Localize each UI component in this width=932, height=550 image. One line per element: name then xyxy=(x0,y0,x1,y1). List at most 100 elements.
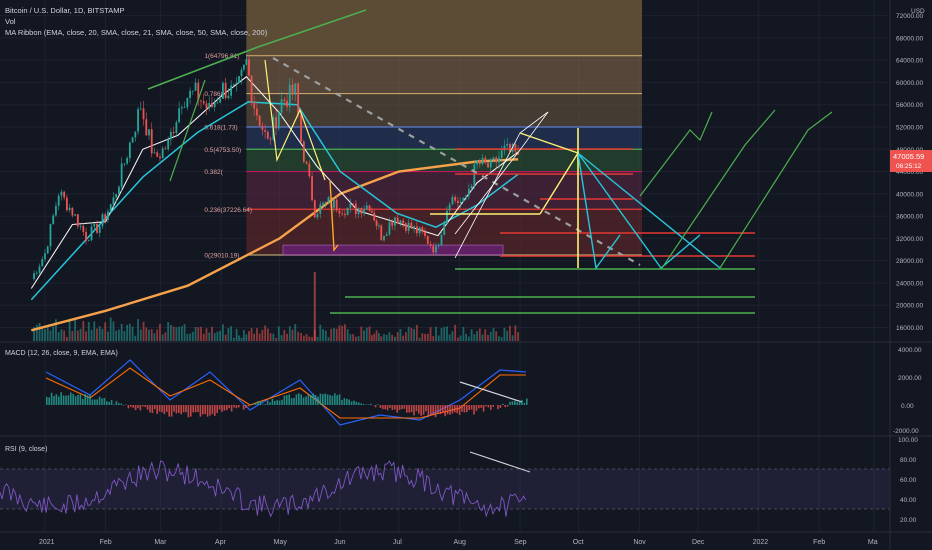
candle-body xyxy=(150,129,153,154)
time-tick: Feb xyxy=(813,539,825,546)
candle-body xyxy=(98,226,101,233)
macd-histogram-bar xyxy=(348,399,350,405)
volume-bar xyxy=(65,337,68,341)
volume-bar xyxy=(360,326,363,341)
macd-histogram-bar xyxy=(202,405,204,415)
macd-histogram-bar xyxy=(485,405,487,407)
candle-body xyxy=(391,222,394,226)
time-axis[interactable]: 2021 Feb Mar Apr May Jun Jul Aug Sep Oct Nov Dec 202… xyxy=(39,539,878,546)
time-tick: Apr xyxy=(215,539,227,546)
macd-histogram-bar xyxy=(326,394,329,405)
volume-bar xyxy=(117,329,120,341)
rsi-band xyxy=(0,469,890,509)
candle-body xyxy=(396,217,399,224)
volume-bar xyxy=(424,333,426,341)
projection-path xyxy=(577,152,721,269)
candle-body xyxy=(462,197,465,202)
macd-divergence-line xyxy=(459,381,523,403)
macd-histogram-bar xyxy=(480,405,482,408)
volume-bar xyxy=(123,330,126,341)
macd-histogram-bar xyxy=(478,405,480,409)
volume-bar xyxy=(112,321,115,341)
volume-bar xyxy=(437,335,440,341)
volume-bar xyxy=(68,321,71,341)
volume-bar xyxy=(375,330,378,341)
macd-histogram-bar xyxy=(523,402,526,405)
macd-histogram-bar xyxy=(358,402,360,405)
price-axis[interactable]: 72000.00 68000.00 64000.00 60000.00 56000.00… xyxy=(896,13,923,332)
candle-body xyxy=(211,103,213,107)
volume-bar xyxy=(354,336,357,341)
candle-body xyxy=(232,84,235,86)
macd-histogram-bar xyxy=(130,405,132,407)
macd-histogram-bar xyxy=(451,405,454,414)
volume-bar xyxy=(96,328,98,341)
symbol-title: Bitcoin / U.S. Dollar, 1D, BITSTAMP xyxy=(5,6,124,15)
macd-histogram-bar xyxy=(350,401,353,405)
macd-histogram-bar xyxy=(314,395,317,405)
volume-bar xyxy=(178,326,181,341)
volume-bar xyxy=(506,330,509,341)
sma200-line xyxy=(30,158,519,332)
volume-bar xyxy=(139,329,142,341)
volume-bar xyxy=(79,328,82,341)
macd-histogram-bar xyxy=(473,405,475,415)
candle-body xyxy=(71,207,74,216)
macd-histogram-bar xyxy=(180,405,182,415)
volume-bar xyxy=(484,329,487,341)
macd-histogram-bar xyxy=(396,405,398,413)
volume-bar xyxy=(76,330,79,341)
macd-histogram-bar xyxy=(427,405,430,418)
candle-body xyxy=(142,108,145,120)
volume-bar xyxy=(316,336,319,341)
macd-histogram-bar xyxy=(456,405,458,414)
macd-histogram-bar xyxy=(127,405,130,409)
volume-bar xyxy=(363,330,365,341)
candle-body xyxy=(333,199,335,208)
candle-body xyxy=(266,131,269,139)
volume-bar xyxy=(357,336,360,341)
price-tick: 68000.00 xyxy=(896,35,923,42)
candle-body xyxy=(316,213,319,218)
candle-body xyxy=(283,99,286,101)
fib-zone xyxy=(246,149,643,172)
candle-body xyxy=(178,108,181,123)
rsi-divergence-line xyxy=(469,451,531,473)
candle-body xyxy=(291,84,294,95)
candle-body xyxy=(424,231,426,236)
candle-body xyxy=(256,108,258,116)
macd-histogram-bar xyxy=(190,405,192,417)
volume-bar xyxy=(93,321,96,341)
volume-bar xyxy=(413,329,416,341)
candle-body xyxy=(451,196,454,205)
macd-histogram-bar xyxy=(413,405,415,416)
price-candles xyxy=(33,53,520,281)
candle-body xyxy=(380,225,383,241)
candle-body xyxy=(137,109,139,132)
macd-histogram-bar xyxy=(192,405,194,413)
projection-arrow xyxy=(639,111,713,197)
time-tick: Nov xyxy=(633,539,646,546)
price-tick: 32000.00 xyxy=(896,236,923,243)
macd-histogram-bar xyxy=(329,394,331,405)
candle-body xyxy=(335,199,338,211)
macd-histogram-bar xyxy=(362,404,365,405)
candle-body xyxy=(222,82,224,99)
candle-body xyxy=(74,214,77,216)
candle-body xyxy=(264,129,267,132)
fib-retracement: 1(64796.81) 0.786(0.618(1.73) 0.5(4753.50)… xyxy=(204,0,643,260)
candle-body xyxy=(341,213,344,215)
time-tick: 2022 xyxy=(753,539,769,546)
volume-bar xyxy=(396,332,399,341)
volume-bar xyxy=(302,335,305,341)
volume-bar xyxy=(319,324,322,341)
volume-bar xyxy=(478,328,481,341)
volume-bar xyxy=(410,327,413,341)
volume-bar xyxy=(71,330,74,341)
macd-histogram-bar xyxy=(293,397,295,405)
macd-histogram-bar xyxy=(91,399,94,405)
candle-body xyxy=(454,196,457,201)
macd-histogram-bar xyxy=(149,405,151,413)
candle-body xyxy=(261,125,264,130)
